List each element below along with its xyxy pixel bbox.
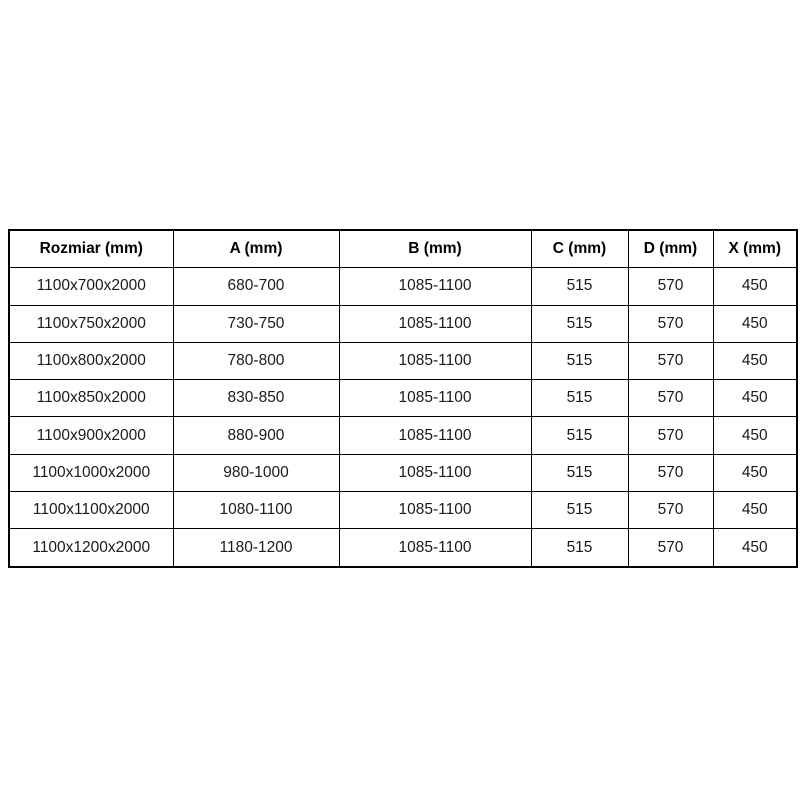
table-cell-d: 570 [627,491,714,530]
table-cell-rozmiar: 1100x850x2000 [8,379,174,418]
dimensions-table-container: Rozmiar (mm) A (mm) B (mm) C (mm) D (mm)… [8,229,798,568]
table-cell-b: 1085-1100 [338,304,532,343]
table-cell-rozmiar: 1100x1100x2000 [8,491,174,530]
table-row: 1100x800x2000 780-800 1085-1100 515 570 … [8,341,798,381]
table-cell-a: 1180-1200 [172,528,340,568]
table-row: 1100x1200x2000 1180-1200 1085-1100 515 5… [8,528,798,568]
table-cell-a: 880-900 [172,416,340,455]
table-cell-x: 450 [712,453,798,493]
table-cell-a: 780-800 [172,341,340,381]
column-header-b: B (mm) [338,229,532,269]
table-cell-c: 515 [530,341,629,381]
table-cell-rozmiar: 1100x800x2000 [8,341,174,381]
table-cell-x: 450 [712,341,798,381]
header-row: Rozmiar (mm) A (mm) B (mm) C (mm) D (mm)… [8,229,798,269]
table-cell-rozmiar: 1100x1200x2000 [8,528,174,568]
table-cell-rozmiar: 1100x1000x2000 [8,453,174,493]
table-cell-b: 1085-1100 [338,267,532,306]
table-row: 1100x850x2000 830-850 1085-1100 515 570 … [8,379,798,418]
table-body: 1100x700x2000 680-700 1085-1100 515 570 … [8,267,798,568]
table-cell-x: 450 [712,528,798,568]
table-row: 1100x900x2000 880-900 1085-1100 515 570 … [8,416,798,455]
column-header-d: D (mm) [627,229,714,269]
table-cell-rozmiar: 1100x750x2000 [8,304,174,343]
table-cell-d: 570 [627,379,714,418]
table-cell-a: 730-750 [172,304,340,343]
column-header-rozmiar: Rozmiar (mm) [8,229,174,269]
table-cell-a: 980-1000 [172,453,340,493]
column-header-x: X (mm) [712,229,798,269]
table-cell-c: 515 [530,379,629,418]
table-cell-d: 570 [627,304,714,343]
table-cell-c: 515 [530,453,629,493]
table-cell-b: 1085-1100 [338,416,532,455]
table-cell-b: 1085-1100 [338,341,532,381]
table-cell-d: 570 [627,267,714,306]
table-header: Rozmiar (mm) A (mm) B (mm) C (mm) D (mm)… [8,229,798,269]
table-cell-d: 570 [627,341,714,381]
table-cell-a: 1080-1100 [172,491,340,530]
table-cell-c: 515 [530,416,629,455]
table-cell-c: 515 [530,267,629,306]
table-cell-rozmiar: 1100x700x2000 [8,267,174,306]
table-cell-b: 1085-1100 [338,491,532,530]
table-cell-x: 450 [712,379,798,418]
table-cell-b: 1085-1100 [338,379,532,418]
table-cell-a: 680-700 [172,267,340,306]
table-cell-b: 1085-1100 [338,528,532,568]
table-row: 1100x750x2000 730-750 1085-1100 515 570 … [8,304,798,343]
table-cell-x: 450 [712,267,798,306]
dimensions-table: Rozmiar (mm) A (mm) B (mm) C (mm) D (mm)… [8,229,798,568]
table-cell-d: 570 [627,416,714,455]
table-cell-c: 515 [530,304,629,343]
table-cell-b: 1085-1100 [338,453,532,493]
table-cell-a: 830-850 [172,379,340,418]
table-cell-c: 515 [530,528,629,568]
table-cell-c: 515 [530,491,629,530]
table-row: 1100x1100x2000 1080-1100 1085-1100 515 5… [8,491,798,530]
table-row: 1100x700x2000 680-700 1085-1100 515 570 … [8,267,798,306]
column-header-c: C (mm) [530,229,629,269]
column-header-a: A (mm) [172,229,340,269]
table-row: 1100x1000x2000 980-1000 1085-1100 515 57… [8,453,798,493]
table-cell-d: 570 [627,528,714,568]
table-cell-x: 450 [712,491,798,530]
table-cell-rozmiar: 1100x900x2000 [8,416,174,455]
table-cell-x: 450 [712,304,798,343]
table-cell-x: 450 [712,416,798,455]
table-cell-d: 570 [627,453,714,493]
